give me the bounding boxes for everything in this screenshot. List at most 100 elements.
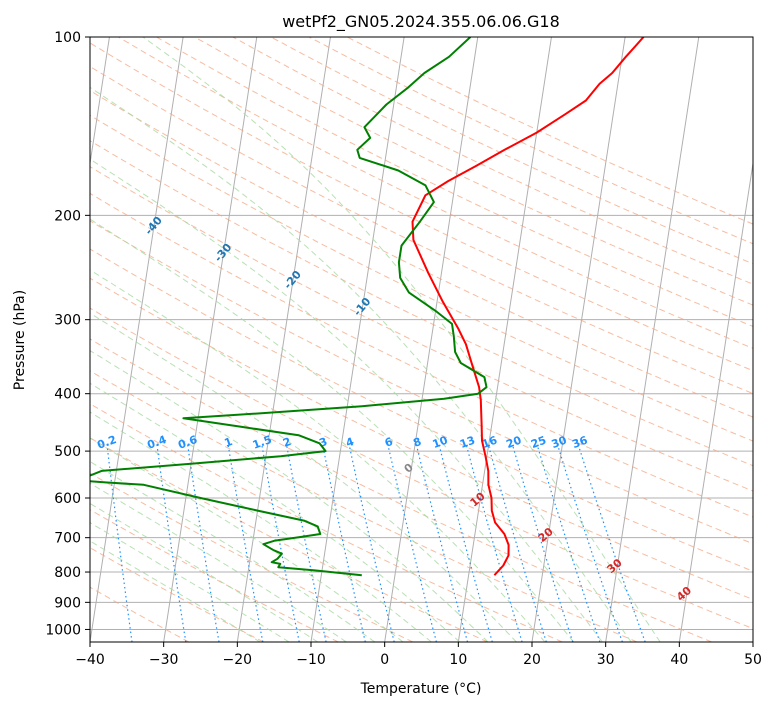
isotherm-line [384, 37, 479, 642]
dry-adiabat-line [90, 277, 753, 601]
plot-frame [89, 36, 754, 643]
dry-adiabat-line [90, 403, 563, 642]
x-tick-label: 20 [523, 652, 541, 668]
moist-adiabat-line [90, 218, 574, 642]
dewpoint-profile-line [90, 37, 488, 577]
moist-adiabat-line [90, 521, 290, 642]
moist-adiabat-label: 0 [402, 461, 416, 476]
dry-adiabat-line [90, 248, 753, 572]
dry-adiabat-line [308, 37, 753, 245]
mixing-ratio-label: 3 [317, 435, 329, 450]
isotherm-label: -40 [142, 214, 165, 238]
y-tick-label: 700 [54, 531, 81, 547]
moist-adiabat-line [90, 502, 319, 642]
moist-adiabat-line [90, 312, 517, 642]
isotherm-labels: -40 -30 -20 -10 [142, 214, 373, 319]
isotherm-line [310, 37, 405, 642]
mixing-ratio-label: 0.4 [146, 433, 169, 452]
dry-adiabat-line [118, 37, 753, 349]
mixing-ratio-line [577, 444, 646, 642]
x-tick-label: 10 [449, 652, 467, 668]
isotherm-line [531, 37, 626, 642]
isotherm-line [90, 37, 110, 167]
dry-adiabat-label: 40 [674, 584, 694, 604]
dry-adiabat-line [90, 65, 753, 395]
mixing-ratio-line [556, 444, 623, 642]
dry-adiabat-line [90, 42, 753, 372]
isotherm-line [752, 638, 753, 642]
x-axis-ticks: −40 −30 −20 −10 0 10 20 30 40 50 [75, 642, 762, 668]
mixing-ratio-line [106, 444, 133, 642]
dry-adiabat-line [270, 37, 753, 265]
y-tick-label: 100 [54, 30, 81, 46]
y-axis-ticks: 100 200 300 400 500 600 700 800 900 1000 [45, 30, 90, 638]
mixing-ratio-label: 20 [504, 434, 523, 452]
x-tick-label: −40 [75, 652, 105, 668]
mixing-ratio-line [536, 444, 601, 642]
dry-adiabat-line [194, 37, 753, 306]
mixing-ratio-label: 6 [383, 435, 395, 450]
moist-adiabat-line [90, 158, 603, 642]
y-tick-label: 500 [54, 444, 81, 460]
mixing-ratio-label: 25 [529, 434, 548, 451]
isotherm-line [236, 37, 331, 642]
y-tick-label: 600 [54, 491, 81, 507]
mixing-ratio-labels: 0.2 0.4 0.6 1 1.5 2 3 4 6 8 10 13 16 20 25 30 36 [95, 433, 589, 452]
dry-adiabat-line [90, 437, 488, 642]
dry-adiabat-line [347, 37, 753, 225]
dry-adiabat-line [90, 586, 190, 642]
mixing-ratio-label: 16 [480, 434, 499, 452]
x-tick-label: 50 [744, 652, 762, 668]
isotherm-label: -20 [281, 268, 304, 292]
dry-adiabat-line [90, 220, 753, 545]
isotherm-line [605, 37, 700, 642]
moist-adiabat-line [90, 382, 461, 642]
moist-adiabat-line [90, 460, 376, 642]
moist-adiabat-line [90, 86, 632, 642]
isotherm-line [90, 37, 184, 642]
mixing-ratio-line [156, 444, 187, 642]
mixing-ratio-line [322, 444, 366, 642]
dry-adiabat-line [90, 472, 414, 642]
mixing-ratio-label: 1.5 [251, 433, 274, 452]
y-tick-label: 800 [54, 565, 81, 581]
temperature-profile-line [411, 37, 645, 576]
mixing-ratio-label: 0.2 [95, 433, 118, 452]
moist-adiabat-line [142, 37, 661, 642]
dry-adiabat-label: 30 [605, 556, 625, 576]
y-tick-label: 200 [54, 208, 81, 224]
mixing-ratio-label: 0.6 [176, 433, 199, 452]
x-tick-label: −30 [149, 652, 179, 668]
dry-adiabat-line [90, 338, 712, 642]
mixing-ratio-label: 8 [412, 435, 424, 450]
isotherm-label: -30 [212, 241, 235, 265]
y-tick-label: 300 [54, 313, 81, 329]
dry-adiabat-line [90, 307, 753, 630]
y-tick-label: 1000 [45, 622, 81, 638]
moist-adiabat-line [90, 482, 347, 642]
moist-adiabat-line [90, 269, 546, 642]
isotherm-line [678, 160, 753, 642]
profile-series [90, 37, 645, 577]
chart-title: wetPf2_GN05.2024.355.06.06.G18 [282, 12, 560, 32]
x-tick-label: −10 [296, 652, 326, 668]
mixing-ratio-label: 4 [344, 435, 356, 450]
mixing-ratio-line [348, 444, 395, 642]
y-axis-title: Pressure (hPa) [12, 290, 28, 390]
y-tick-label: 900 [54, 595, 81, 611]
mixing-ratio-line [465, 444, 523, 642]
moist-adiabat-line [90, 437, 404, 642]
x-tick-label: 40 [670, 652, 688, 668]
x-axis-title: Temperature (°C) [360, 681, 482, 697]
mixing-ratio-label: 1 [223, 435, 235, 450]
dry-adiabat-line [90, 90, 753, 418]
mixing-ratio-label: 30 [550, 434, 569, 452]
mixing-ratio-line [261, 444, 300, 642]
mixing-ratio-label: 36 [570, 434, 589, 452]
dry-adiabat-line [90, 192, 753, 518]
moist-adiabat-line [90, 350, 489, 642]
background-lines [90, 37, 753, 642]
mixing-ratio-line [227, 444, 264, 642]
